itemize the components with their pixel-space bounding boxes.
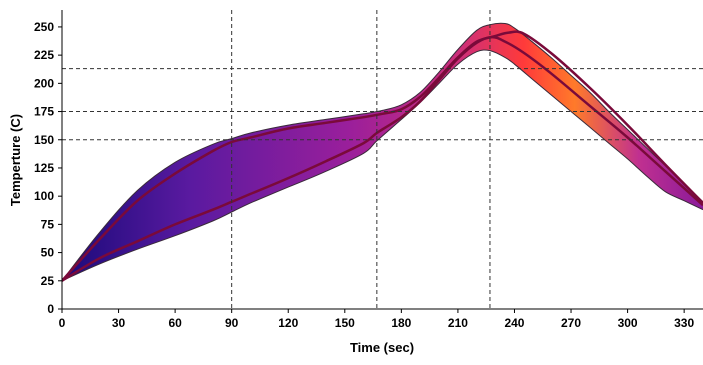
x-tick-label: 270 <box>561 316 581 330</box>
x-tick-label: 90 <box>225 316 239 330</box>
y-axis-title: Temperture (C) <box>8 114 23 206</box>
x-tick-label: 0 <box>59 316 66 330</box>
y-tick-label: 50 <box>41 246 55 260</box>
x-tick-label: 180 <box>391 316 411 330</box>
series-line-1 <box>62 30 703 282</box>
x-tick-label: 240 <box>504 316 524 330</box>
y-tick-label: 100 <box>34 189 54 203</box>
axis-layer: 0 30 60 90 120 150 180 210 240 270 300 330 0 25 50 75 10… <box>34 10 703 330</box>
y-tick-label: 125 <box>34 161 54 175</box>
plot-area <box>62 10 703 309</box>
y-tick-label: 75 <box>41 217 55 231</box>
y-tick-label: 200 <box>34 76 54 90</box>
x-tick-label: 300 <box>618 316 638 330</box>
plot-layer <box>62 10 703 309</box>
y-tick-label: 0 <box>47 302 54 316</box>
y-tick-label: 150 <box>34 133 54 147</box>
x-tick-label: 60 <box>168 316 182 330</box>
band-lower-edge <box>62 49 703 282</box>
x-tick-label: 30 <box>112 316 126 330</box>
y-tick-label: 25 <box>41 274 55 288</box>
x-tick-label: 120 <box>278 316 298 330</box>
y-tick-label: 225 <box>34 48 54 62</box>
y-tick-label: 175 <box>34 105 54 119</box>
x-tick-label: 330 <box>674 316 694 330</box>
y-tick-label: 250 <box>34 20 54 34</box>
x-tick-label: 150 <box>335 316 355 330</box>
series-line-2 <box>62 35 703 282</box>
x-tick-label: 210 <box>448 316 468 330</box>
x-axis-title: Time (sec) <box>350 340 414 355</box>
